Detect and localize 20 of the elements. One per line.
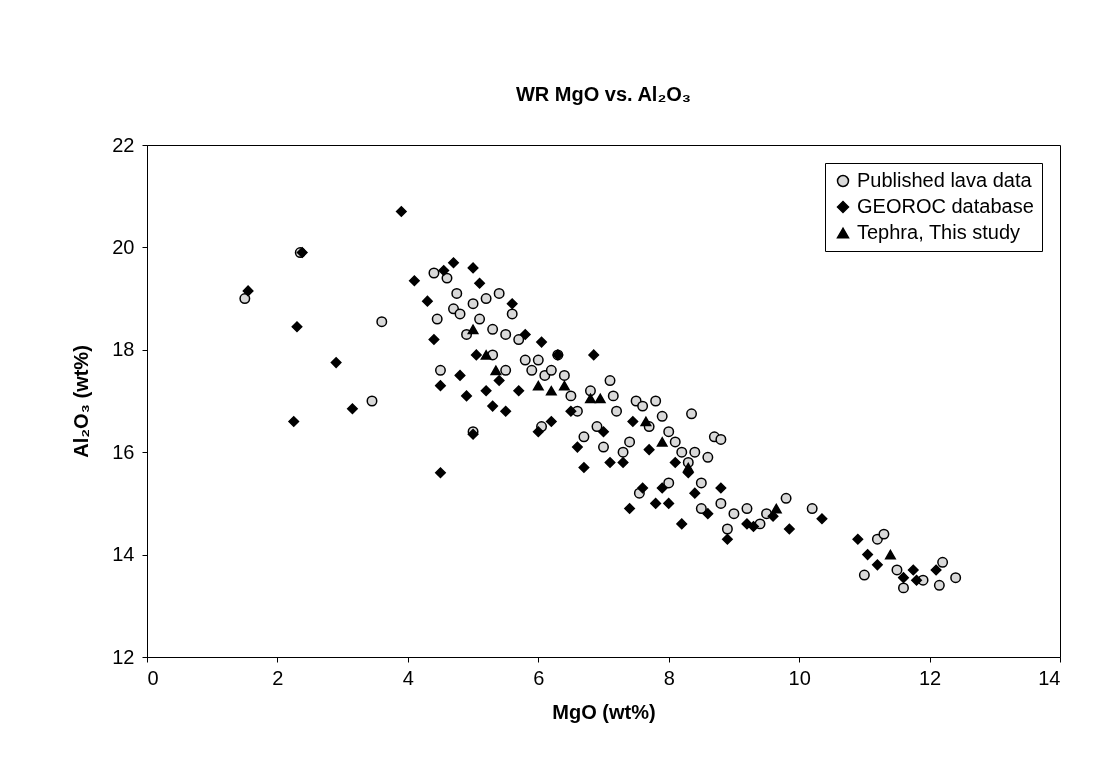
y-tick-label: 18: [112, 338, 135, 361]
legend-label: Tephra, This study: [857, 221, 1021, 243]
chart-title: WR MgO vs. Al₂O₃: [515, 83, 692, 105]
x-tick-label: 14: [1038, 666, 1061, 689]
y-tick-label: 12: [112, 645, 135, 668]
y-tick-label: 16: [112, 440, 135, 463]
y-axis-title: Al₂O₃ (wt%): [70, 345, 93, 458]
y-tick-label: 20: [112, 235, 135, 258]
x-tick-label: 12: [918, 666, 942, 689]
x-tick-label: 8: [663, 666, 675, 689]
x-tick-label: 2: [272, 666, 284, 689]
legend-label: GEOROC database: [857, 195, 1034, 217]
x-axis-title: MgO (wt%): [552, 700, 656, 723]
legend-label: Published lava data: [857, 169, 1033, 191]
x-tick-label: 0: [147, 666, 159, 689]
y-tick-label: 14: [112, 543, 135, 566]
x-tick-label: 6: [533, 666, 545, 689]
x-tick-label: 4: [402, 666, 414, 689]
x-tick-label: 10: [788, 666, 811, 689]
y-tick-label: 22: [112, 133, 135, 156]
